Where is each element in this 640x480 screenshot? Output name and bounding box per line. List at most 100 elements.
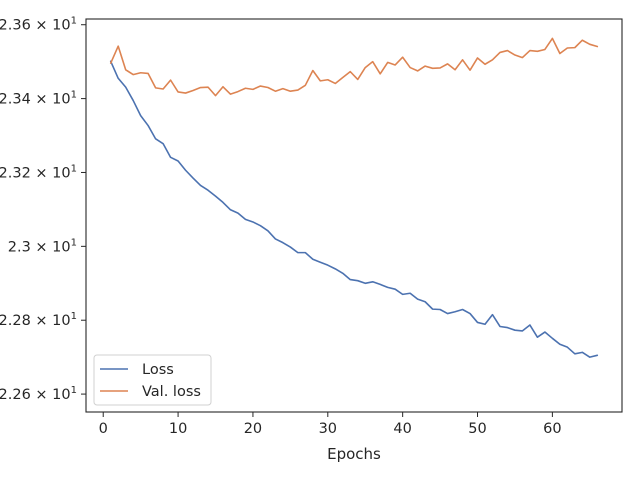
data-point: [132, 99, 134, 101]
data-point: [192, 89, 194, 91]
tick-label-exponent: 1: [71, 237, 77, 248]
data-point: [544, 48, 546, 50]
data-point: [529, 49, 531, 51]
x-tick-label: 20: [244, 421, 262, 437]
data-point: [559, 52, 561, 54]
data-point: [327, 264, 329, 266]
data-point: [416, 298, 418, 300]
data-point: [267, 86, 269, 88]
data-point: [484, 63, 486, 65]
data-point: [401, 293, 403, 295]
data-point: [357, 279, 359, 281]
y-tick-label: 2.36 × 101: [0, 16, 77, 34]
tick-label-base: 2.34 × 10: [0, 92, 71, 108]
data-point: [199, 184, 201, 186]
data-point: [514, 54, 516, 56]
data-point: [207, 86, 209, 88]
data-point: [357, 78, 359, 80]
data-point: [581, 39, 583, 41]
data-point: [147, 72, 149, 74]
data-point: [184, 92, 186, 94]
data-point: [514, 329, 516, 331]
data-point: [379, 283, 381, 285]
tick-label-base: 2.26 × 10: [0, 387, 71, 403]
data-point: [237, 90, 239, 92]
axes-frame: [85, 18, 623, 413]
tick-label-base: 2.32 × 10: [0, 165, 71, 181]
data-point: [506, 49, 508, 51]
data-point: [177, 91, 179, 93]
data-point: [551, 37, 553, 39]
data-point: [154, 87, 156, 89]
series-2: [109, 37, 599, 97]
data-point: [304, 251, 306, 253]
data-point: [551, 337, 553, 339]
data-point: [431, 67, 433, 69]
data-point: [499, 51, 501, 53]
tick-label-base: 2.28 × 10: [0, 313, 71, 329]
data-point: [544, 331, 546, 333]
data-point: [124, 86, 126, 88]
data-point: [469, 312, 471, 314]
data-point: [461, 308, 463, 310]
data-point: [521, 330, 523, 332]
data-point: [469, 69, 471, 71]
data-point: [461, 59, 463, 61]
data-point: [132, 73, 134, 75]
data-point: [454, 69, 456, 71]
data-point: [342, 272, 344, 274]
legend-label: Val. loss: [142, 384, 201, 400]
data-point: [169, 79, 171, 81]
data-point: [439, 67, 441, 69]
data-point: [319, 80, 321, 82]
x-tick-label: 30: [319, 421, 337, 437]
data-point: [139, 72, 141, 74]
data-point: [394, 64, 396, 66]
data-point: [124, 69, 126, 71]
data-point: [312, 69, 314, 71]
x-tick-label: 40: [393, 421, 411, 437]
data-point: [521, 56, 523, 58]
data-point: [274, 90, 276, 92]
data-point: [222, 86, 224, 88]
data-point: [139, 114, 141, 116]
series-1: [109, 60, 599, 358]
data-point: [117, 77, 119, 79]
data-point: [349, 70, 351, 72]
data-point: [364, 66, 366, 68]
y-tick-label: 2.3 × 101: [8, 237, 77, 255]
data-point: [334, 268, 336, 270]
data-point: [214, 94, 216, 96]
x-tick-label: 50: [468, 421, 486, 437]
x-tick-label: 60: [543, 421, 561, 437]
data-point: [259, 85, 261, 87]
y-tick-label: 2.28 × 101: [0, 311, 77, 329]
data-point: [229, 93, 231, 95]
data-point: [476, 321, 478, 323]
data-point: [589, 43, 591, 45]
data-point: [424, 65, 426, 67]
data-point: [394, 288, 396, 290]
data-point: [379, 73, 381, 75]
y-tick-label: 2.32 × 101: [0, 163, 77, 181]
data-point: [162, 142, 164, 144]
data-point: [192, 177, 194, 179]
data-point: [169, 156, 171, 158]
data-point: [327, 79, 329, 81]
x-axis-label: Epochs: [327, 445, 381, 463]
data-point: [574, 46, 576, 48]
data-point: [199, 86, 201, 88]
data-point: [229, 209, 231, 211]
y-tick-label: 2.26 × 101: [0, 385, 77, 403]
data-point: [117, 45, 119, 47]
data-point: [147, 124, 149, 126]
legend-label: Loss: [142, 362, 174, 378]
tick-label-exponent: 1: [71, 385, 77, 396]
data-point: [499, 325, 501, 327]
x-tick-label: 0: [99, 421, 108, 437]
data-point: [267, 230, 269, 232]
data-point: [401, 56, 403, 58]
